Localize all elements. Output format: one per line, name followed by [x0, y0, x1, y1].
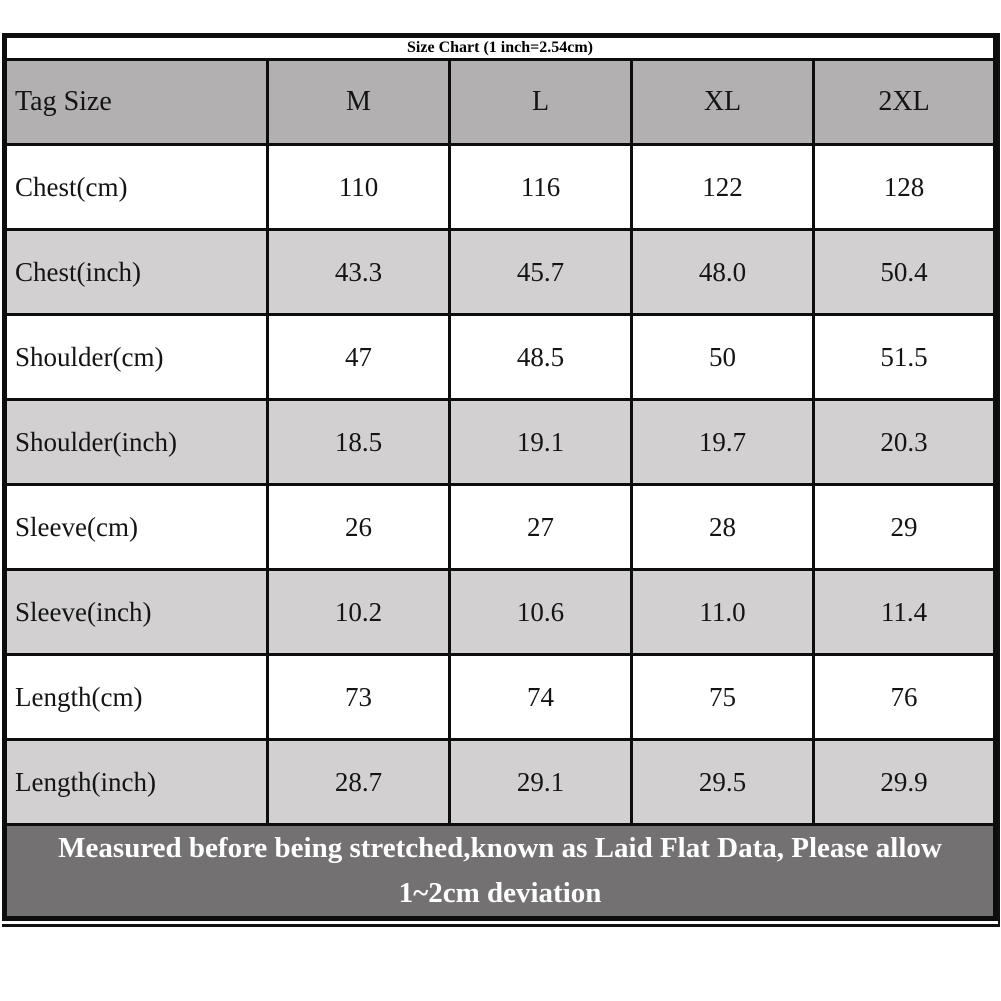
footer-note: Measured before being stretched,known as…: [2, 823, 998, 920]
size-value: 50.4: [811, 228, 998, 316]
table-row-sleeve-cm: Sleeve(cm) 26 27 28 29: [3, 483, 998, 571]
size-value: 122: [630, 143, 815, 231]
row-label: Chest(inch): [3, 228, 269, 316]
size-value: 19.7: [630, 398, 815, 486]
column-header-tag-size: Tag Size: [3, 58, 269, 146]
size-value: 26: [266, 483, 451, 571]
column-header-l: L: [448, 58, 633, 146]
footer-row: Measured before being stretched,known as…: [2, 823, 998, 920]
size-value: 18.5: [266, 398, 451, 486]
size-value: 28: [630, 483, 815, 571]
table-row-shoulder-inch: Shoulder(inch) 18.5 19.1 19.7 20.3: [3, 398, 998, 486]
size-value: 74: [448, 653, 633, 741]
column-header-2xl: 2XL: [811, 58, 998, 146]
column-header-row: Tag Size M L XL 2XL: [3, 58, 998, 146]
table-row-shoulder-cm: Shoulder(cm) 47 48.5 50 51.5: [3, 313, 998, 401]
title-row: Size Chart (1 inch=2.54cm): [2, 34, 998, 61]
size-value: 73: [266, 653, 451, 741]
column-header-m: M: [266, 58, 451, 146]
size-value: 11.0: [630, 568, 815, 656]
size-value: 19.1: [448, 398, 633, 486]
size-value: 48.0: [630, 228, 815, 316]
size-value: 28.7: [266, 738, 451, 826]
table-row-chest-cm: Chest(cm) 110 116 122 128: [3, 143, 998, 231]
size-value: 29.5: [630, 738, 815, 826]
row-label: Sleeve(inch): [3, 568, 269, 656]
size-value: 45.7: [448, 228, 633, 316]
table-row-sleeve-inch: Sleeve(inch) 10.2 10.6 11.0 11.4: [3, 568, 998, 656]
row-label: Shoulder(cm): [3, 313, 269, 401]
row-label: Length(inch): [3, 738, 269, 826]
size-value: 43.3: [266, 228, 451, 316]
size-value: 128: [811, 143, 998, 231]
size-value: 51.5: [811, 313, 998, 401]
row-label: Length(cm): [3, 653, 269, 741]
size-value: 75: [630, 653, 815, 741]
size-value: 27: [448, 483, 633, 571]
size-value: 10.6: [448, 568, 633, 656]
size-value: 29.1: [448, 738, 633, 826]
column-header-xl: XL: [630, 58, 815, 146]
size-value: 20.3: [811, 398, 998, 486]
table-row-length-inch: Length(inch) 28.7 29.1 29.5 29.9: [3, 738, 998, 826]
size-value: 10.2: [266, 568, 451, 656]
size-value: 11.4: [811, 568, 998, 656]
row-label: Shoulder(inch): [3, 398, 269, 486]
size-value: 29: [811, 483, 998, 571]
size-chart-title: Size Chart (1 inch=2.54cm): [2, 34, 998, 61]
size-value: 116: [448, 143, 633, 231]
size-value: 48.5: [448, 313, 633, 401]
size-value: 29.9: [811, 738, 998, 826]
size-value: 50: [630, 313, 815, 401]
table-row-chest-inch: Chest(inch) 43.3 45.7 48.0 50.4: [3, 228, 998, 316]
row-label: Chest(cm): [3, 143, 269, 231]
size-value: 47: [266, 313, 451, 401]
size-value: 110: [266, 143, 451, 231]
table-row-length-cm: Length(cm) 73 74 75 76: [3, 653, 998, 741]
table-outer-frame: Size Chart (1 inch=2.54cm) Tag Size M L …: [2, 33, 1000, 927]
row-label: Sleeve(cm): [3, 483, 269, 571]
size-chart-table: Size Chart (1 inch=2.54cm) Tag Size M L …: [2, 33, 999, 921]
size-value: 76: [811, 653, 998, 741]
